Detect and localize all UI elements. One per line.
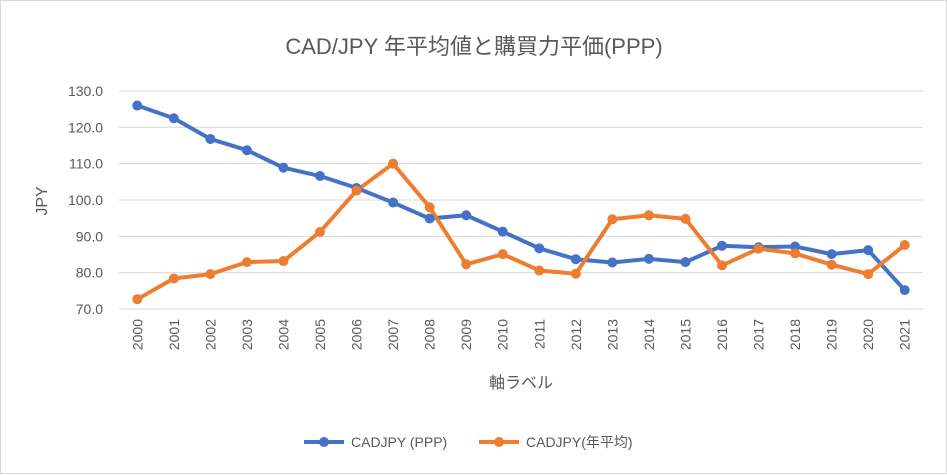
data-point-1-14 — [643, 210, 654, 221]
x-tick-label: 2021 — [897, 319, 913, 350]
legend: CADJPY (PPP) CADJPY(年平均) — [304, 434, 633, 450]
data-point-1-1 — [168, 273, 179, 284]
data-point-0-0 — [132, 100, 143, 111]
data-point-0-15 — [680, 257, 691, 268]
data-point-0-9 — [461, 210, 472, 221]
data-point-1-8 — [424, 202, 435, 213]
data-point-0-4 — [278, 162, 289, 173]
data-point-1-3 — [241, 257, 252, 268]
data-point-0-12 — [570, 254, 581, 265]
x-tick-label: 2007 — [385, 319, 401, 350]
data-point-0-2 — [205, 133, 216, 144]
data-point-0-14 — [643, 253, 654, 264]
chart-title: CAD/JPY 年平均値と購買力平価(PPP) — [285, 34, 662, 59]
data-point-0-21 — [899, 285, 910, 296]
x-tick-label: 2015 — [677, 319, 693, 350]
y-tick-label: 110.0 — [69, 156, 103, 172]
x-tick-label: 2016 — [714, 319, 730, 350]
data-point-1-6 — [351, 185, 362, 196]
x-tick-label: 2012 — [568, 319, 584, 350]
x-tick-label: 2009 — [458, 319, 474, 350]
data-point-1-17 — [753, 243, 764, 254]
y-tick-label: 100.0 — [68, 192, 103, 208]
x-axis-label: 軸ラベル — [489, 374, 553, 392]
x-tick-label: 2013 — [604, 319, 620, 350]
y-axis-ticks: 70.0 80.0 90.0 100.0 110.0 120.0 130.0 — [68, 83, 103, 317]
data-point-0-7 — [388, 197, 399, 208]
data-point-1-2 — [205, 269, 216, 280]
x-tick-label: 2005 — [312, 319, 328, 350]
data-point-0-19 — [826, 249, 837, 260]
x-tick-label: 2003 — [239, 319, 255, 350]
data-point-0-18 — [790, 241, 801, 252]
data-point-1-10 — [497, 249, 508, 260]
y-axis-label: JPY — [34, 186, 51, 216]
y-tick-label: 80.0 — [76, 265, 103, 281]
data-point-0-5 — [315, 171, 325, 182]
y-tick-label: 90.0 — [76, 228, 103, 244]
y-tick-label: 130.0 — [68, 83, 103, 99]
series-line-1 — [135, 161, 907, 302]
legend-marker-0 — [319, 437, 329, 447]
x-tick-label: 2004 — [275, 319, 291, 350]
data-point-1-12 — [570, 268, 581, 279]
x-tick-label: 2008 — [422, 319, 438, 350]
x-tick-label: 2010 — [495, 319, 511, 350]
data-point-1-13 — [607, 214, 618, 225]
x-axis-ticks: 2000 2001 2002 2003 2004 2005 2006 2007 2008 2009… — [129, 319, 912, 350]
data-point-0-20 — [863, 245, 874, 256]
x-tick-label: 2002 — [202, 319, 218, 350]
x-tick-label: 2019 — [824, 319, 840, 350]
y-tick-label: 120.0 — [68, 119, 103, 135]
series-group — [132, 100, 910, 305]
data-point-1-15 — [680, 213, 691, 224]
x-tick-label: 2006 — [349, 319, 365, 350]
data-point-0-16 — [717, 240, 727, 251]
x-tick-label: 2017 — [751, 319, 767, 350]
data-point-0-3 — [241, 145, 252, 156]
x-tick-label: 2001 — [166, 319, 182, 350]
data-point-0-8 — [424, 213, 435, 224]
data-point-1-9 — [461, 259, 472, 270]
series-line-0 — [135, 103, 907, 293]
data-point-0-10 — [497, 226, 508, 237]
y-tick-label: 70.0 — [76, 301, 103, 317]
legend-marker-1 — [494, 437, 504, 447]
data-point-1-21 — [899, 240, 910, 251]
data-point-1-0 — [132, 294, 143, 305]
data-point-1-16 — [717, 260, 727, 271]
data-point-1-11 — [534, 265, 545, 276]
x-tick-label: 2020 — [860, 319, 876, 350]
data-point-1-7 — [388, 158, 399, 169]
legend-entry-1: CADJPY(年平均) — [526, 434, 633, 450]
legend-entry-0: CADJPY (PPP) — [351, 434, 447, 450]
data-point-1-4 — [278, 256, 289, 267]
data-point-1-18 — [790, 248, 801, 259]
data-point-1-20 — [863, 269, 874, 280]
x-tick-label: 2014 — [641, 319, 657, 350]
gridlines — [119, 90, 923, 274]
data-point-1-19 — [826, 259, 837, 270]
data-point-1-5 — [315, 226, 325, 237]
data-point-0-1 — [168, 113, 179, 124]
data-point-0-11 — [534, 243, 545, 254]
x-tick-label: 2018 — [787, 319, 803, 350]
x-tick-label: 2011 — [531, 319, 547, 349]
data-point-0-13 — [607, 257, 618, 268]
x-tick-label: 2000 — [129, 319, 145, 350]
